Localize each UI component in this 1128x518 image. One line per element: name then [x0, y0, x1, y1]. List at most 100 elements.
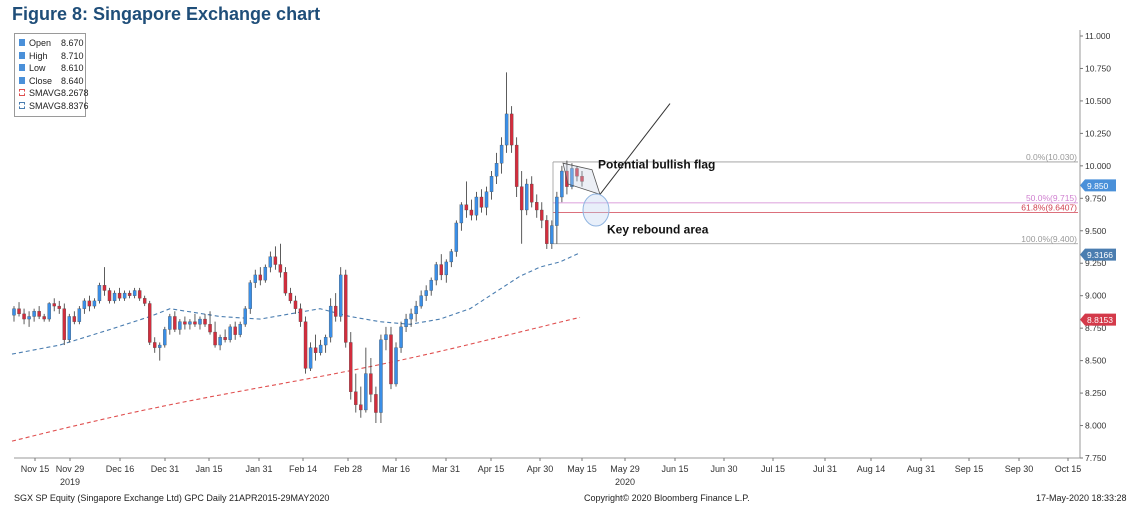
flag-outline [562, 162, 601, 196]
annotations: Potential bullish flag Key rebound area [562, 103, 715, 236]
legend-swatch [19, 102, 25, 109]
candle [469, 199, 474, 221]
candle [183, 316, 187, 330]
legend-swatch [19, 64, 25, 72]
candle [288, 287, 293, 304]
candle [364, 347, 368, 413]
candle [303, 316, 308, 374]
candle [504, 72, 509, 153]
legend-name: High [29, 50, 48, 61]
candle [530, 176, 534, 208]
candle [524, 178, 529, 216]
candle [359, 386, 363, 418]
x-tick-label: Jan 31 [245, 464, 272, 474]
x-tick-label: Aug 31 [907, 464, 936, 474]
candle [238, 321, 242, 338]
candle [218, 334, 222, 351]
candle [494, 152, 499, 185]
legend-swatch [19, 76, 25, 84]
candle [57, 300, 61, 314]
candle [439, 254, 443, 281]
candle [339, 267, 343, 322]
candle [328, 298, 333, 343]
candle [158, 342, 162, 361]
candle [535, 194, 539, 218]
candle [263, 264, 268, 283]
candle [313, 334, 318, 361]
legend-value: 8.640 [61, 75, 84, 86]
legend-item: High 8.710 [19, 50, 84, 62]
rebound-circle [582, 193, 610, 227]
projection-line [599, 103, 671, 195]
candle [132, 287, 137, 299]
candle [153, 337, 157, 353]
candle [223, 329, 227, 343]
footer-center: Copyright© 2020 Bloomberg Finance L.P. [584, 493, 750, 503]
candle [514, 137, 519, 198]
candle [52, 298, 56, 312]
candle [555, 191, 559, 244]
candle [575, 165, 579, 182]
candle [248, 280, 252, 314]
candle [72, 311, 77, 325]
candle [444, 259, 448, 283]
candle [454, 220, 459, 257]
candle [389, 326, 393, 390]
year-label: 2019 [60, 477, 80, 487]
year-label: 2020 [615, 477, 635, 487]
candle [560, 165, 564, 203]
candle [77, 306, 82, 325]
candle [349, 332, 353, 400]
x-tick-label: Mar 31 [432, 464, 460, 474]
candle [404, 313, 408, 333]
x-tick-label: May 29 [610, 464, 640, 474]
candle [419, 290, 423, 309]
candle [193, 313, 197, 327]
candle [198, 316, 202, 330]
legend-name: Low [29, 63, 46, 74]
candle [273, 246, 278, 270]
candle [117, 287, 122, 301]
price-marker: 9.850 [1080, 179, 1116, 192]
candle [293, 295, 298, 314]
candle [283, 267, 288, 296]
x-tick-label: Aug 14 [857, 464, 886, 474]
candle [580, 171, 584, 187]
price-marker: 9.3166 [1080, 248, 1116, 261]
fibonacci-levels: 0.0%(10.030) 50.0%(9.715)61.8%(9.6407) 100… [552, 152, 1078, 245]
legend-name: SMAVG [29, 101, 61, 111]
candle [540, 202, 544, 229]
candle [97, 282, 102, 304]
x-tick-label: Jan 15 [195, 464, 222, 474]
candle [173, 311, 177, 333]
sma-long-line [11, 316, 581, 442]
candle [268, 251, 273, 273]
legend-value: 8.8376 [61, 101, 89, 111]
x-tick-label: Feb 14 [289, 464, 317, 474]
candle [42, 313, 46, 322]
candle [479, 189, 484, 213]
x-tick-label: Jul 15 [761, 464, 785, 474]
y-tick-label: 9.000 [1085, 291, 1107, 301]
x-tick-label: Nov 15 [21, 464, 50, 474]
figure-title: Figure 8: Singapore Exchange chart [12, 4, 321, 24]
y-tick-label: 9.500 [1085, 226, 1107, 236]
candle [127, 290, 132, 299]
y-tick-label: 8.500 [1085, 356, 1107, 366]
candle [27, 311, 31, 327]
candle [545, 215, 549, 249]
y-tick-label: 10.250 [1085, 128, 1111, 138]
candle [228, 324, 232, 343]
candle [434, 261, 438, 286]
price-markers: 9.850 9.3166 8.8153 [1080, 179, 1116, 326]
candle [424, 285, 428, 301]
y-tick-label: 9.750 [1085, 193, 1107, 203]
y-tick-label: 8.750 [1085, 323, 1107, 333]
legend-value: 8.610 [61, 63, 84, 74]
candle [379, 334, 383, 423]
candle [22, 308, 26, 325]
y-tick-label: 8.250 [1085, 388, 1107, 398]
legend-value: 8.670 [61, 38, 84, 48]
candle [107, 287, 112, 304]
